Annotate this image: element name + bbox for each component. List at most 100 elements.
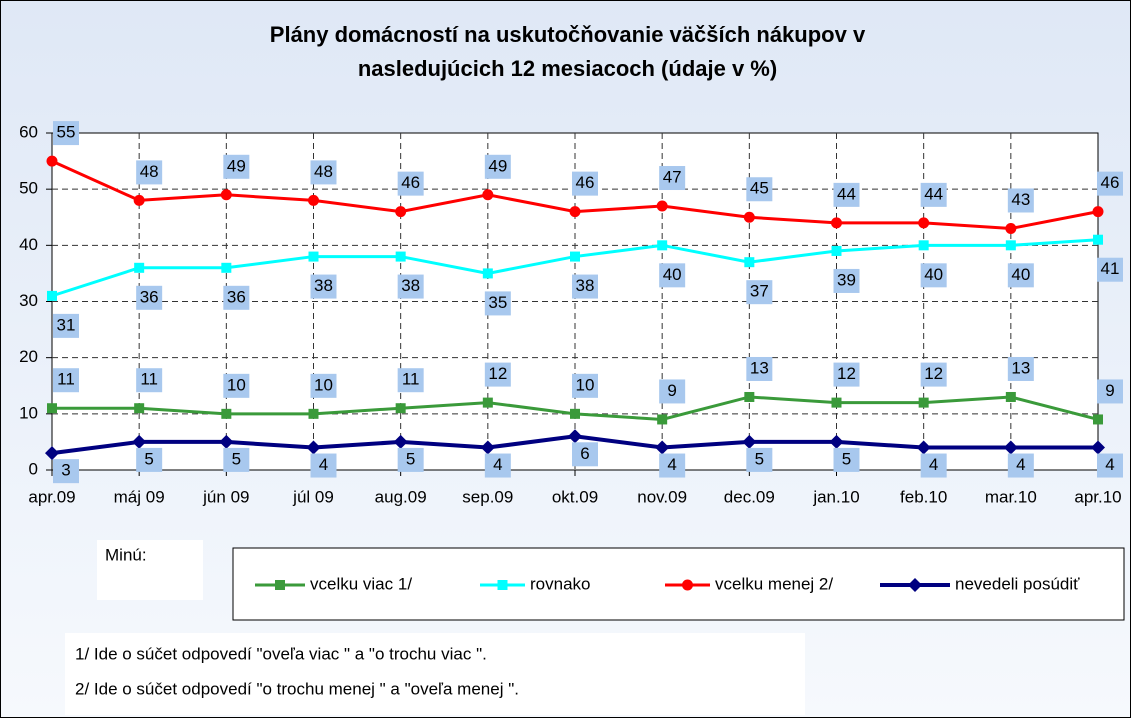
data-label: 38	[576, 276, 595, 295]
x-tick-label: jan.10	[812, 487, 859, 506]
x-tick-label: sep.09	[462, 487, 513, 506]
data-point	[918, 397, 929, 408]
data-label: 13	[750, 358, 769, 377]
data-label: 12	[837, 364, 856, 383]
data-point	[134, 262, 145, 273]
x-tick-label: feb.10	[900, 487, 947, 506]
data-label-box	[484, 453, 511, 478]
data-point	[134, 403, 145, 414]
legend-label: vcelku menej 2/	[715, 574, 833, 593]
data-point	[656, 200, 668, 212]
legend-marker	[908, 578, 922, 592]
data-label: 4	[493, 455, 502, 474]
data-label-box	[136, 368, 163, 393]
data-label: 40	[663, 265, 682, 284]
data-label: 37	[750, 282, 769, 301]
data-label: 36	[227, 287, 246, 306]
data-point	[1005, 240, 1016, 251]
legend-marker	[682, 579, 693, 591]
legend-label: vcelku viac 1/	[310, 574, 412, 593]
data-point	[45, 446, 59, 461]
data-label: 45	[750, 179, 769, 198]
data-label-box	[1097, 379, 1123, 404]
data-label: 40	[924, 265, 943, 284]
data-label: 38	[401, 276, 420, 295]
data-label: 55	[57, 123, 76, 142]
data-point	[569, 206, 581, 218]
legend-marker	[497, 580, 508, 590]
footnote-box	[65, 633, 805, 715]
data-label: 49	[227, 156, 246, 175]
data-label: 47	[663, 168, 682, 187]
data-label-box	[746, 447, 773, 472]
data-label: 41	[1101, 259, 1120, 278]
data-label-box	[659, 453, 686, 478]
x-tick-label: okt.09	[552, 487, 598, 506]
y-tick-label: 60	[19, 122, 38, 141]
data-label-box	[53, 121, 79, 146]
data-point	[570, 251, 580, 262]
legend-label: nevedeli posúdiť	[955, 574, 1080, 593]
data-label-box	[572, 442, 598, 467]
data-label-box	[572, 274, 598, 299]
x-tick-label: apr.10	[1074, 487, 1121, 506]
data-label-box	[920, 453, 947, 478]
data-label-box	[136, 447, 163, 472]
data-label: 6	[580, 444, 589, 463]
data-label-box	[310, 373, 337, 398]
data-label: 44	[837, 184, 856, 203]
data-label: 38	[314, 276, 333, 295]
data-label-box	[746, 177, 773, 202]
x-tick-label: jún 09	[202, 487, 249, 506]
data-label-box	[1007, 188, 1034, 213]
y-tick-label: 0	[29, 459, 38, 478]
data-label-box	[572, 171, 598, 196]
data-label-box	[833, 447, 860, 472]
data-point	[1005, 222, 1017, 234]
x-tick-label: mar.10	[985, 487, 1037, 506]
data-label: 39	[837, 270, 856, 289]
data-point	[742, 434, 757, 449]
data-label: 43	[1011, 190, 1030, 209]
x-tick-label: apr.09	[28, 487, 75, 506]
data-label-box	[310, 274, 337, 299]
data-label-box	[659, 263, 686, 288]
data-point	[482, 189, 494, 201]
data-point	[308, 408, 319, 419]
data-point	[829, 434, 844, 449]
data-label-box	[920, 182, 947, 207]
data-point	[133, 194, 145, 206]
data-label-box	[833, 362, 860, 387]
data-label-box	[659, 166, 686, 191]
data-label: 49	[488, 156, 507, 175]
data-label-box	[484, 291, 511, 316]
x-tick-label: dec.09	[724, 487, 775, 506]
data-label: 46	[401, 173, 420, 192]
data-label: 40	[1011, 265, 1030, 284]
x-tick-label: nov.09	[637, 487, 687, 506]
x-tick-label: máj 09	[114, 487, 165, 506]
data-point	[482, 268, 493, 279]
data-point	[916, 440, 931, 455]
data-label: 10	[576, 375, 595, 394]
data-label: 10	[227, 375, 246, 394]
data-point	[831, 217, 842, 229]
data-label-box	[484, 154, 511, 179]
data-label-box	[223, 447, 250, 472]
data-label: 44	[924, 184, 943, 203]
data-label: 46	[576, 173, 595, 192]
data-label-box	[53, 368, 79, 393]
data-point	[308, 194, 319, 206]
data-label-box	[659, 379, 686, 404]
data-label-box	[920, 263, 947, 288]
data-point	[220, 189, 232, 201]
data-label: 3	[61, 461, 70, 480]
data-label-box	[1097, 257, 1123, 282]
data-label: 5	[842, 449, 851, 468]
data-label-box	[223, 373, 250, 398]
data-point	[306, 440, 321, 455]
note: Minú:	[105, 545, 147, 564]
note-box	[97, 540, 203, 600]
footnote: 2/ Ide o súčet odpovedí "o trochu menej …	[75, 679, 519, 698]
data-label-box	[397, 274, 424, 299]
